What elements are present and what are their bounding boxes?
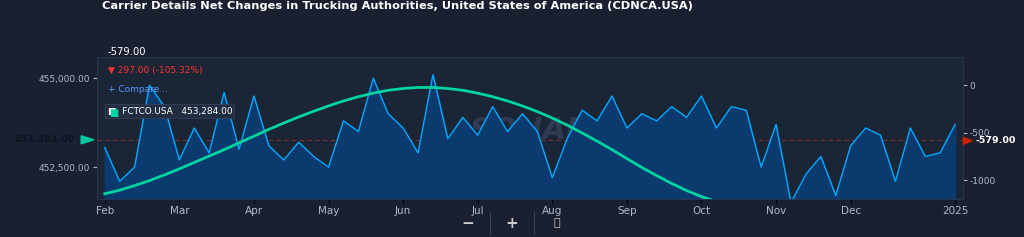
Text: 453,284.00: 453,284.00 [14, 135, 75, 144]
Text: -579.00: -579.00 [975, 136, 1016, 145]
Text: ⛶: ⛶ [553, 218, 560, 228]
Text: +: + [506, 216, 518, 231]
Text: −: − [461, 216, 474, 231]
Text: ■: ■ [110, 108, 119, 118]
Polygon shape [81, 136, 94, 144]
Text: + Compare...: + Compare... [108, 85, 167, 94]
Text: -579.00: -579.00 [108, 47, 146, 57]
Polygon shape [964, 137, 972, 144]
Text: ▼ 297.00 (-105.32%): ▼ 297.00 (-105.32%) [108, 66, 202, 75]
Text: Carrier Details Net Changes in Trucking Authorities, United States of America (C: Carrier Details Net Changes in Trucking … [102, 1, 693, 11]
Text: ■  FCTCO.USA   453,284.00: ■ FCTCO.USA 453,284.00 [108, 107, 232, 116]
Text: SONAR: SONAR [470, 116, 590, 145]
